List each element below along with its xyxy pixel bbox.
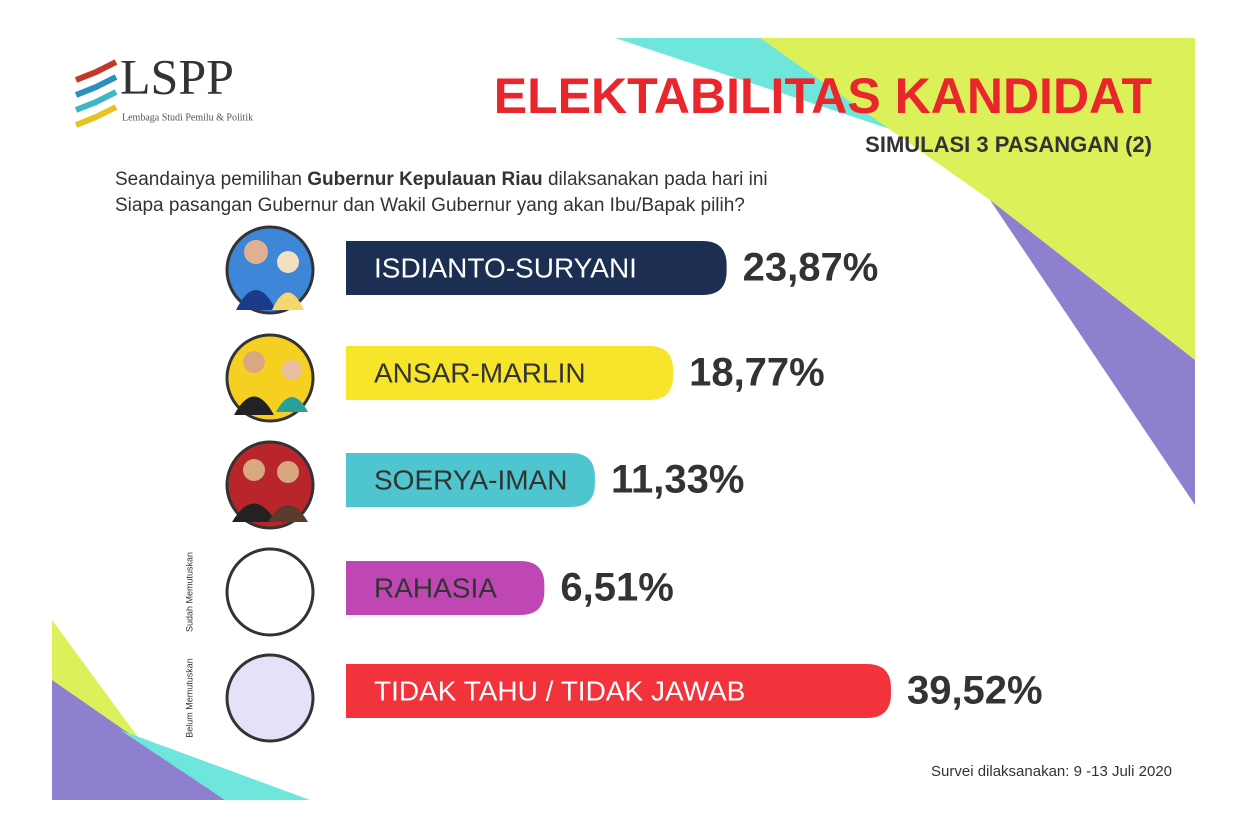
bar — [346, 453, 595, 507]
decor — [120, 730, 310, 800]
question: Seandainya pemilihan Gubernur Kepulauan … — [115, 169, 768, 190]
bar — [346, 664, 891, 718]
chart-subtitle: SIMULASI 3 PASANGAN (2) — [865, 132, 1152, 157]
photo — [225, 440, 315, 530]
bar-label: TIDAK TAHU / TIDAK JAWAB — [374, 675, 745, 706]
value-label: 11,33% — [611, 458, 744, 502]
photo — [225, 225, 315, 315]
empty-circle — [225, 547, 315, 637]
logo-tagline: Lembaga Studi Pemilu & Politik — [122, 112, 253, 123]
chart-title: ELEKTABILITAS KANDIDAT — [494, 68, 1152, 124]
question-part: dilaksanakan pada hari ini — [543, 169, 768, 190]
group-label: Belum Memutuskan — [184, 658, 194, 738]
value-label: 18,77% — [689, 351, 825, 395]
empty-circle — [225, 653, 315, 743]
group-label: Sudah Memutuskan — [184, 552, 194, 632]
question: Siapa pasangan Gubernur dan Wakil Gubern… — [115, 195, 745, 216]
footnote: Survei dilaksanakan: 9 -13 Juli 2020 — [931, 763, 1172, 780]
value-label: 23,87% — [743, 246, 879, 290]
value-label: 6,51% — [560, 566, 673, 610]
bar-label: SOERYA-IMAN — [374, 464, 567, 495]
decor — [990, 200, 1195, 505]
bar-label: ANSAR-MARLIN — [374, 357, 586, 388]
logo-name: LSPP — [120, 48, 234, 104]
bar — [346, 561, 545, 615]
bar — [346, 241, 727, 295]
value-label: 39,52% — [907, 669, 1043, 713]
photo — [225, 333, 315, 423]
bar — [346, 346, 674, 400]
question-part: Seandainya pemilihan — [115, 169, 307, 190]
decor — [760, 38, 1195, 360]
bar-label: ISDIANTO-SURYANI — [374, 252, 637, 283]
logo-mark — [74, 59, 118, 128]
bar-label: RAHASIA — [374, 572, 497, 603]
question-part: Gubernur Kepulauan Riau — [307, 169, 542, 190]
